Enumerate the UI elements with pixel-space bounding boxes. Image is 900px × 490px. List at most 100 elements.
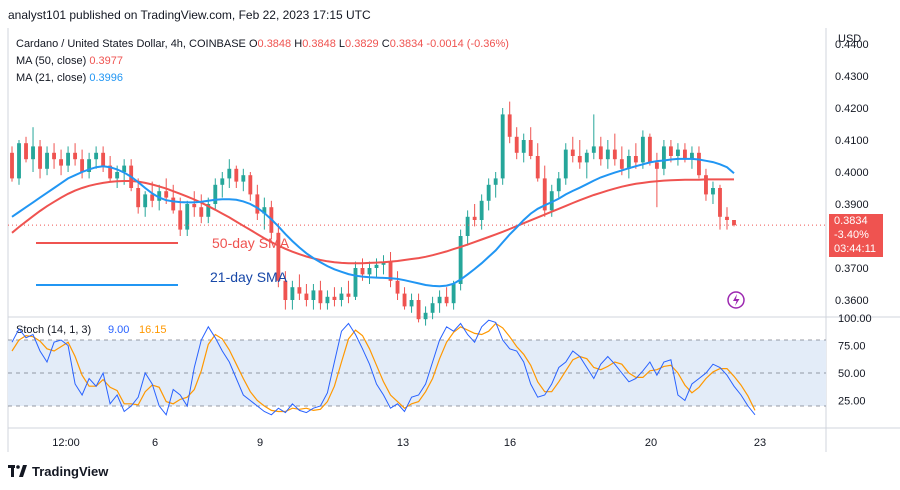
candle-body	[725, 216, 729, 220]
last-change-tag: -3.40%	[829, 228, 883, 243]
candle-body	[486, 184, 491, 201]
candle-body	[164, 191, 169, 198]
candle-body	[668, 146, 673, 156]
down-candle	[542, 165, 547, 217]
up-candle	[381, 255, 386, 275]
stoch-legend-title: Stoch (14, 1, 3)	[16, 324, 91, 336]
candle-body	[122, 165, 127, 172]
price-tick-label: 0.4400	[835, 39, 869, 51]
bar-countdown-tag: 03:44:11	[829, 242, 883, 257]
down-candle	[718, 184, 722, 230]
price-tick-label: 0.4300	[835, 71, 869, 83]
candle-body	[626, 156, 631, 169]
time-tick-label: 6	[152, 437, 158, 449]
candle-body	[704, 175, 708, 195]
lightning-icon-ring	[727, 291, 745, 309]
candle-body	[80, 159, 85, 172]
time-tick-label: 12:00	[52, 437, 80, 449]
down-candle	[283, 271, 288, 310]
candle-body	[535, 156, 540, 179]
up-candle	[87, 152, 92, 179]
candle-body	[605, 149, 610, 160]
candle-body	[353, 268, 358, 297]
ma50-legend-value: 0.3977	[89, 55, 124, 67]
candle-body	[479, 200, 484, 220]
candle-body	[199, 207, 204, 217]
down-candle	[80, 149, 85, 179]
publisher-line: analyst101 published on TradingView.com,…	[8, 8, 371, 22]
candle-body	[318, 290, 323, 304]
candle-body	[493, 178, 498, 185]
stoch-tick-label: 100.00	[838, 313, 872, 325]
ma50-legend-row: MA (50, close) 0.3977	[16, 53, 509, 70]
up-candle	[31, 127, 35, 172]
candle-body	[500, 114, 505, 179]
candle-body	[297, 287, 302, 294]
ma21-line	[11, 157, 735, 288]
down-candle	[395, 271, 400, 300]
price-tick-label: 0.3700	[835, 263, 869, 275]
up-candle	[465, 210, 470, 246]
tradingview-logo-icon	[8, 465, 27, 477]
candle-body	[591, 146, 596, 153]
chart-legend: Cardano / United States Dollar, 4h, COIN…	[16, 36, 509, 87]
candle-body	[647, 136, 652, 163]
down-candle	[647, 133, 652, 166]
ohlc-close-label: C	[381, 38, 390, 50]
down-candle	[297, 274, 302, 300]
candle-body	[311, 290, 316, 300]
candle-body	[409, 300, 414, 307]
candle-body	[248, 175, 253, 195]
candle-body	[654, 162, 659, 169]
up-candle	[626, 149, 631, 179]
down-candle	[73, 143, 78, 166]
candle-body	[395, 280, 400, 294]
time-tick-label: 16	[504, 437, 516, 449]
symbol-title: Cardano / United States Dollar, 4h, COIN…	[16, 38, 246, 50]
candle-body	[262, 207, 267, 214]
candle-body	[115, 172, 120, 179]
down-candle	[101, 146, 106, 172]
candle-body	[732, 220, 736, 226]
price-axis-unit: USD	[838, 33, 861, 45]
candle-body	[304, 293, 309, 300]
candle-body	[108, 165, 113, 179]
candle-body	[234, 168, 239, 182]
down-candle	[444, 287, 449, 307]
down-candle	[612, 133, 617, 166]
down-candle	[697, 146, 701, 179]
up-candle	[353, 261, 358, 300]
tradingview-footer[interactable]: TradingView	[8, 464, 108, 479]
up-candle	[409, 293, 414, 313]
down-candle	[38, 140, 42, 179]
footer-brand: TradingView	[32, 464, 109, 479]
down-candle	[332, 287, 337, 307]
ohlc-low-label: L	[338, 38, 346, 50]
candle-body	[521, 140, 526, 153]
down-candle	[402, 287, 407, 310]
candle-body	[332, 296, 337, 300]
candle-body	[206, 204, 211, 217]
up-candle	[675, 143, 680, 166]
candle-body	[451, 284, 456, 304]
up-candle	[185, 200, 190, 236]
time-tick-label: 13	[397, 437, 409, 449]
up-candle	[45, 146, 49, 176]
ohlc-close-value: 0.3834	[389, 38, 424, 50]
up-candle	[500, 108, 505, 185]
up-candle	[66, 146, 71, 172]
stoch-d-line	[11, 322, 756, 413]
candle-body	[213, 184, 218, 204]
candle-body	[255, 194, 260, 214]
candle-body	[556, 178, 561, 192]
time-tick-label: 9	[257, 437, 263, 449]
down-candle	[199, 194, 204, 224]
lightning-icon	[727, 291, 745, 309]
down-candle	[704, 168, 708, 201]
up-candle	[17, 140, 21, 185]
candle-body	[52, 152, 56, 160]
stoch-k-value: 9.00	[108, 324, 129, 336]
candle-body	[690, 152, 694, 160]
candle-body	[437, 296, 442, 304]
